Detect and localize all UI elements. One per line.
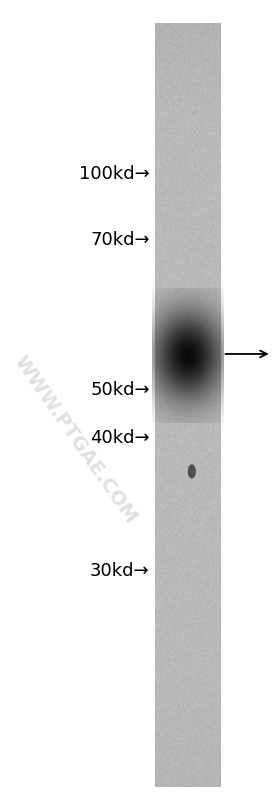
Text: 40kd→: 40kd→	[90, 429, 150, 447]
Text: 50kd→: 50kd→	[90, 381, 150, 399]
Text: WWW.PTGAE.COM: WWW.PTGAE.COM	[10, 352, 141, 527]
Ellipse shape	[188, 465, 195, 478]
Text: 100kd→: 100kd→	[79, 165, 150, 183]
Text: 30kd→: 30kd→	[90, 562, 150, 580]
Text: 70kd→: 70kd→	[90, 231, 150, 248]
